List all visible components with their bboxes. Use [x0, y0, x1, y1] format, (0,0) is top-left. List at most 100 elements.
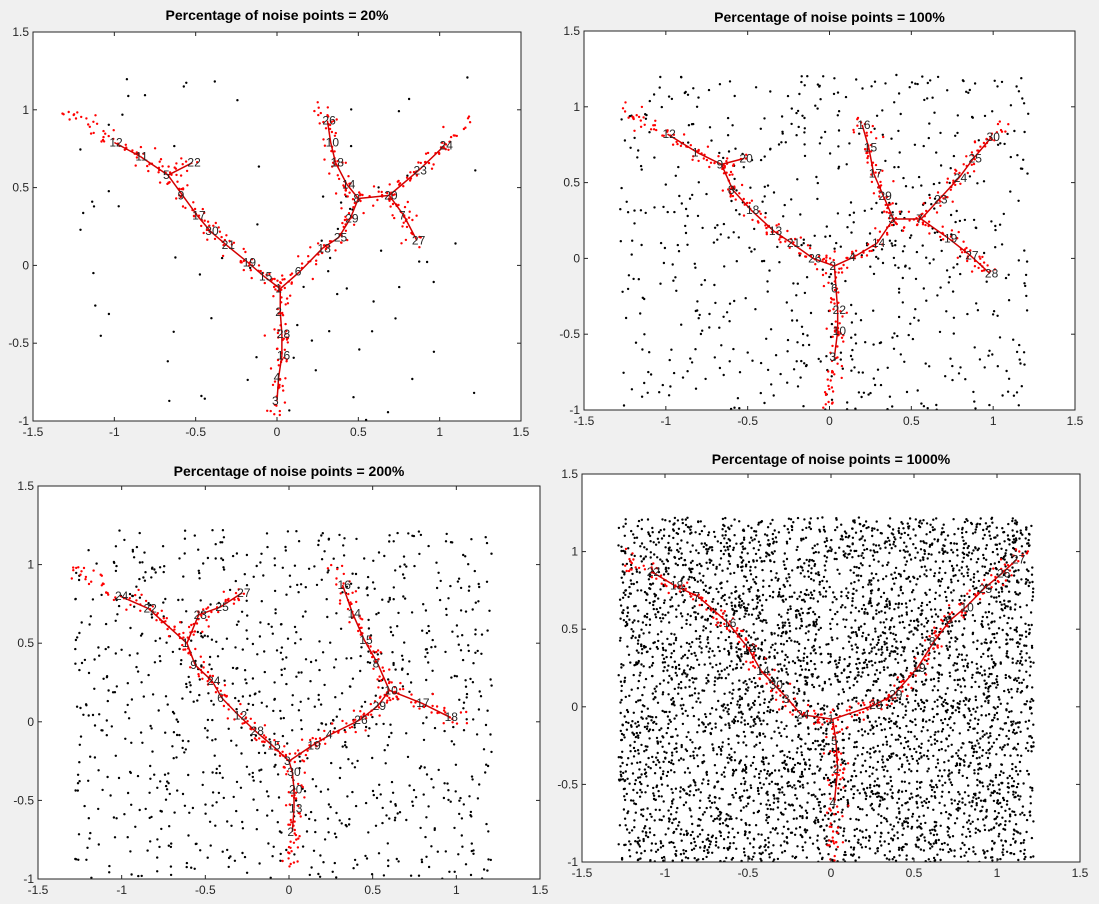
noise-point [659, 840, 662, 843]
noise-point [702, 574, 705, 578]
data-point [285, 773, 288, 776]
node-label: 10 [384, 683, 398, 697]
skeleton-edge [226, 244, 249, 263]
noise-point [716, 238, 719, 241]
noise-point [348, 817, 351, 821]
noise-point [388, 596, 391, 600]
noise-point [857, 371, 860, 374]
data-point [971, 154, 974, 157]
noise-point [803, 84, 806, 87]
noise-point [825, 225, 828, 228]
data-point [639, 119, 642, 122]
noise-point [1019, 531, 1023, 535]
noise-point [825, 355, 828, 358]
noise-point [1002, 212, 1005, 216]
x-tick-label: 0 [286, 883, 293, 897]
noise-point [101, 788, 104, 792]
noise-point [132, 556, 136, 559]
noise-point [801, 114, 804, 118]
noise-point [221, 850, 224, 853]
noise-point [425, 260, 429, 264]
noise-point [627, 653, 631, 656]
data-point [262, 734, 266, 737]
noise-point [697, 788, 700, 791]
data-point [352, 719, 355, 722]
data-point [464, 126, 467, 129]
noise-point [721, 745, 724, 748]
y-tick-label: 1.5 [563, 24, 580, 38]
noise-point [880, 703, 883, 707]
noise-point [828, 660, 832, 664]
noise-point [622, 609, 625, 612]
data-point [982, 261, 986, 264]
noise-point [796, 109, 800, 113]
noise-point [806, 801, 809, 804]
noise-point [196, 630, 199, 634]
data-point [649, 128, 653, 131]
noise-point [1031, 686, 1034, 689]
noise-point [893, 856, 896, 859]
data-point [866, 155, 870, 158]
data-point [946, 177, 949, 180]
data-point [442, 709, 446, 712]
noise-point [637, 620, 640, 623]
noise-point [801, 528, 804, 532]
noise-point [116, 613, 119, 616]
noise-point [651, 692, 654, 695]
noise-point [652, 760, 655, 764]
noise-point [886, 536, 890, 540]
noise-point [811, 646, 814, 649]
noise-point [942, 523, 945, 526]
data-point [320, 251, 324, 255]
noise-point [244, 678, 247, 681]
node-label: 9 [178, 188, 185, 202]
noise-point [786, 350, 789, 353]
noise-point [76, 636, 79, 639]
noise-point [732, 796, 735, 799]
noise-point [948, 772, 951, 775]
noise-point [167, 782, 170, 785]
data-point [178, 632, 181, 636]
noise-point [888, 600, 891, 603]
noise-point [890, 650, 893, 653]
noise-point [100, 593, 103, 597]
data-point [322, 244, 326, 247]
noise-point [674, 787, 678, 790]
noise-point [925, 533, 928, 536]
noise-point [87, 779, 90, 782]
noise-point [670, 759, 673, 762]
noise-point [97, 843, 101, 846]
data-point [253, 726, 257, 730]
noise-point [938, 652, 941, 655]
data-point [831, 390, 835, 393]
noise-point [387, 735, 391, 739]
noise-point [736, 703, 739, 706]
noise-point [1021, 533, 1024, 536]
noise-point [996, 365, 999, 368]
node-label: 16 [338, 578, 352, 592]
x-tick-label: 0 [274, 425, 281, 439]
noise-point [684, 224, 687, 228]
noise-point [386, 842, 389, 845]
data-point [197, 675, 201, 678]
noise-point [816, 797, 819, 801]
noise-point [1015, 679, 1019, 682]
noise-point [790, 198, 793, 201]
noise-point [930, 553, 933, 556]
data-point [342, 572, 345, 576]
noise-point [299, 583, 303, 586]
noise-point [771, 827, 775, 830]
noise-point [625, 200, 628, 203]
noise-point [973, 717, 977, 720]
noise-point [900, 614, 904, 617]
noise-point [691, 641, 694, 644]
noise-point [640, 773, 643, 776]
noise-point [321, 651, 325, 654]
noise-point [288, 409, 291, 412]
noise-point [966, 662, 970, 665]
noise-point [396, 812, 399, 815]
noise-point [983, 641, 986, 644]
data-point [151, 605, 154, 608]
node-label: 15 [864, 141, 878, 155]
noise-point [291, 694, 294, 697]
